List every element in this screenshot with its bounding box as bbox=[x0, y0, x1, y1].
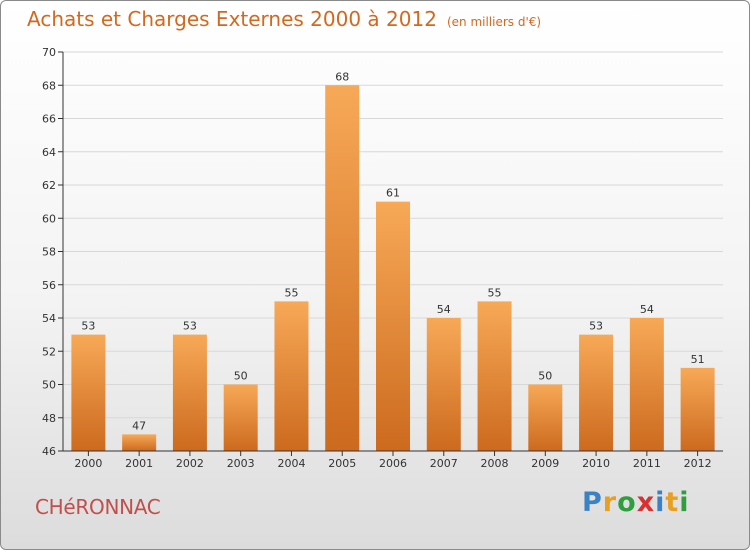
y-tick-label: 52 bbox=[42, 345, 56, 358]
y-tick-label: 60 bbox=[42, 212, 56, 225]
y-tick-label: 62 bbox=[42, 179, 56, 192]
x-tick-label: 2012 bbox=[684, 457, 712, 470]
logo-letter: x bbox=[636, 487, 656, 518]
bar bbox=[122, 434, 157, 451]
bar bbox=[325, 85, 360, 451]
x-tick-label: 2009 bbox=[531, 457, 559, 470]
y-tick-label: 64 bbox=[42, 146, 56, 159]
chart-title-main: Achats et Charges Externes 2000 à 2012 bbox=[27, 7, 437, 31]
axes bbox=[58, 51, 723, 456]
x-tick-label: 2005 bbox=[328, 457, 356, 470]
bar-value-label: 53 bbox=[589, 320, 603, 333]
labels: 46 48 50 52 54 56 58 60 62 64 66 68 70 53 2000 47 2001 53… bbox=[42, 46, 712, 470]
bar-value-label: 50 bbox=[234, 370, 248, 383]
bar bbox=[223, 384, 258, 451]
x-tick-label: 2004 bbox=[277, 457, 305, 470]
bar-value-label: 51 bbox=[691, 353, 705, 366]
bar-value-label: 50 bbox=[538, 370, 552, 383]
logo-letter: P bbox=[582, 487, 603, 518]
bar bbox=[376, 201, 410, 451]
x-tick-label: 2006 bbox=[379, 457, 407, 470]
bar-value-label: 55 bbox=[488, 286, 502, 299]
x-tick-label: 2000 bbox=[74, 457, 102, 470]
bar-value-label: 47 bbox=[132, 419, 146, 432]
bar bbox=[629, 318, 664, 451]
bar-value-label: 55 bbox=[284, 286, 298, 299]
y-tick-label: 56 bbox=[42, 279, 56, 292]
bar-value-label: 53 bbox=[81, 320, 95, 333]
x-tick-label: 2011 bbox=[633, 457, 661, 470]
bar bbox=[528, 384, 563, 451]
logo-letter: i bbox=[655, 487, 666, 518]
chart-title: Achats et Charges Externes 2000 à 2012 (e… bbox=[27, 7, 541, 31]
bar bbox=[426, 318, 461, 451]
y-tick-label: 66 bbox=[42, 113, 56, 126]
bar-value-label: 53 bbox=[183, 320, 197, 333]
bar-value-label: 54 bbox=[640, 303, 654, 316]
x-tick-label: 2003 bbox=[227, 457, 255, 470]
bar bbox=[172, 334, 207, 451]
x-tick-label: 2007 bbox=[430, 457, 458, 470]
y-tick-label: 46 bbox=[42, 445, 56, 458]
y-tick-label: 54 bbox=[42, 312, 56, 325]
x-tick-label: 2002 bbox=[176, 457, 204, 470]
y-tick-label: 50 bbox=[42, 379, 56, 392]
logo-letter: t bbox=[665, 487, 680, 518]
bar bbox=[680, 367, 715, 451]
bar bbox=[477, 301, 512, 451]
proxiti-logo: Proxiti bbox=[582, 487, 690, 518]
y-tick-label: 58 bbox=[42, 246, 56, 259]
bar-value-label: 68 bbox=[335, 70, 349, 83]
x-tick-label: 2010 bbox=[582, 457, 610, 470]
bar bbox=[579, 334, 614, 451]
bar-value-label: 61 bbox=[386, 187, 400, 200]
y-tick-label: 70 bbox=[42, 46, 56, 59]
bar bbox=[71, 334, 106, 451]
y-tick-label: 48 bbox=[42, 412, 56, 425]
town-name: CHéRONNAC bbox=[35, 495, 161, 519]
x-tick-label: 2001 bbox=[125, 457, 153, 470]
y-tick-label: 68 bbox=[42, 79, 56, 92]
x-tick-label: 2008 bbox=[481, 457, 509, 470]
logo-letter: i bbox=[679, 487, 690, 518]
bar-value-label: 54 bbox=[437, 303, 451, 316]
logo-letter: r bbox=[602, 487, 618, 518]
logo-letter: o bbox=[617, 487, 637, 518]
chart-title-unit: (en milliers d'€) bbox=[446, 15, 542, 29]
bar bbox=[274, 301, 309, 451]
bars bbox=[71, 85, 715, 451]
